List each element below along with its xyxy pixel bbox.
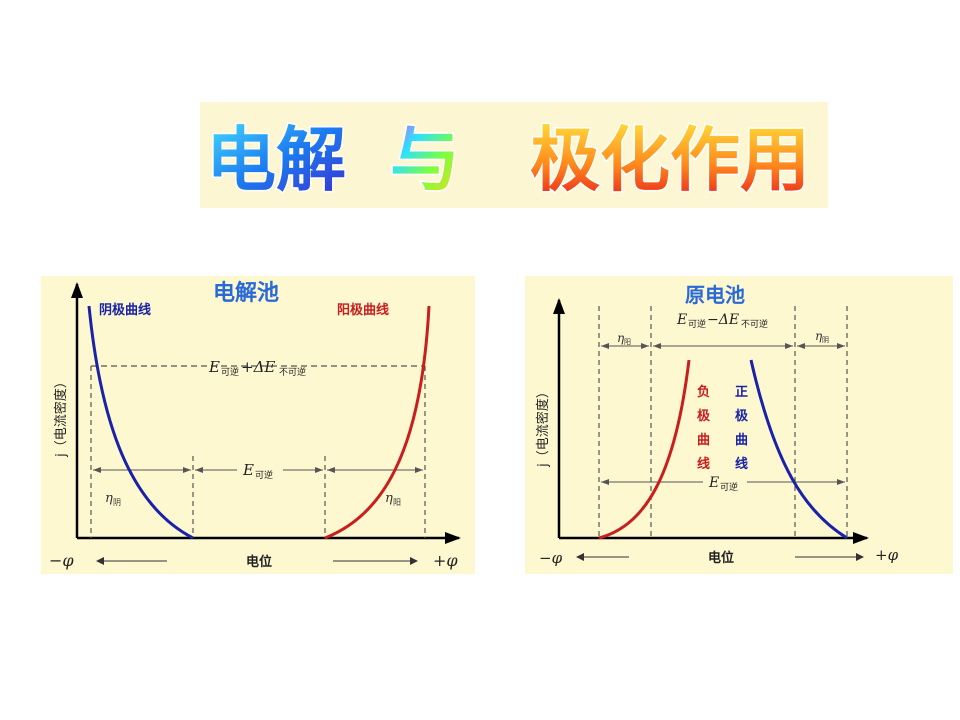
left-x-axis-arrow: [445, 532, 461, 544]
left-x-max-label: +φ: [433, 551, 458, 570]
left-y-axis-arrow: [71, 282, 83, 298]
galvanic-cell-diagram: 原电池 j（电流密度） E 可逆 −ΔE 不可逆 η 阳 η 阴 E 可逆: [535, 283, 899, 567]
left-top-span-plus: +ΔE: [241, 358, 275, 376]
left-y-axis-label: j（电流密度）: [53, 375, 69, 458]
banner-word-right: 极化作用: [530, 119, 810, 201]
pos-curve-char-4: 线: [735, 456, 748, 472]
pos-curve-char-3: 曲: [735, 432, 748, 448]
banner-word-left: 电解: [206, 119, 346, 201]
right-x-max-label: +φ: [875, 546, 899, 564]
right-x-axis-arrow: [853, 532, 869, 544]
right-top-span-sub2: 不可逆: [741, 318, 768, 330]
anode-curve-label: 阳极曲线: [337, 302, 389, 318]
neg-curve-char-2: 极: [697, 408, 711, 424]
right-bottom-span-E: E: [708, 475, 719, 491]
right-eta-anode-sub: 阳: [624, 337, 631, 346]
left-eta-cathode: η: [105, 491, 113, 506]
right-y-axis-label: j（电流密度）: [535, 385, 551, 468]
left-x-min-label: −φ: [49, 551, 74, 570]
left-mid-span-sub: 可逆: [255, 469, 273, 481]
right-y-axis-arrow: [553, 298, 565, 314]
left-eta-cathode-sub: 阴: [113, 498, 121, 507]
left-eta-anode: η: [385, 491, 393, 506]
right-panel-title: 原电池: [685, 283, 745, 307]
pos-curve-char-2: 极: [735, 408, 749, 424]
right-eta-cathode: η: [815, 329, 823, 343]
left-eta-anode-sub: 阳: [393, 498, 401, 507]
neg-curve-char-1: 负: [697, 384, 710, 400]
cathode-curve: [87, 305, 194, 540]
left-top-span-E: E: [208, 358, 220, 376]
right-x-axis-label: 电位: [708, 550, 734, 566]
title-banner-art: 电解 与 极化作用: [205, 118, 812, 203]
right-top-span-E: E: [676, 312, 687, 328]
neg-curve-char-3: 曲: [697, 432, 710, 448]
title-banner: 电解 与 极化作用: [200, 102, 828, 208]
cathode-curve-label: 阴极曲线: [99, 302, 151, 318]
left-top-span-sub1: 可逆: [221, 366, 239, 378]
positive-electrode-curve: [749, 359, 848, 540]
right-top-span-minus: −ΔE: [707, 312, 739, 328]
right-eta-cathode-sub: 阴: [822, 335, 829, 344]
right-bottom-span-sub: 可逆: [720, 481, 738, 493]
galvanic-cell-panel: 原电池 j（电流密度） E 可逆 −ΔE 不可逆 η 阳 η 阴 E 可逆: [525, 276, 953, 574]
banner-word-mid: 与: [390, 119, 460, 201]
right-x-min-label: −φ: [539, 549, 563, 567]
pos-curve-char-1: 正: [735, 385, 748, 400]
left-x-axis-label: 电位: [246, 554, 272, 570]
right-eta-anode: η: [617, 331, 625, 345]
electrolytic-cell-diagram: 电解池 j（电流密度） E 可逆 +ΔE 不可逆 E 可逆 η 阴 η 阳: [49, 280, 461, 570]
right-bottom-span-bg: [703, 473, 747, 491]
anode-curve: [324, 305, 431, 540]
left-mid-span-E: E: [242, 461, 254, 479]
electrolytic-cell-panel: 电解池 j（电流密度） E 可逆 +ΔE 不可逆 E 可逆 η 阴 η 阳: [41, 276, 475, 574]
left-top-span-sub2: 不可逆: [279, 366, 306, 378]
right-top-span-sub1: 可逆: [688, 318, 706, 330]
left-panel-title: 电解池: [213, 280, 279, 306]
neg-curve-char-4: 线: [697, 456, 710, 472]
left-mid-span-bg: [237, 460, 283, 480]
negative-electrode-curve: [598, 359, 691, 540]
